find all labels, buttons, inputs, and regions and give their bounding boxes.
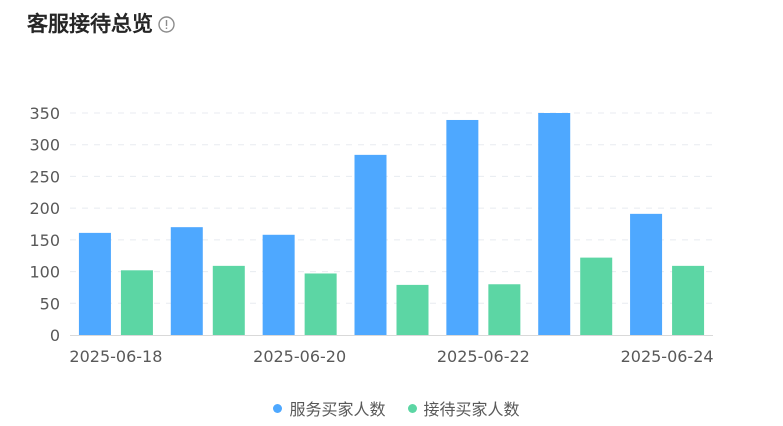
x-tick-label: 2025-06-20 (253, 347, 346, 366)
y-tick-label: 350 (29, 104, 60, 123)
bar-1-2025-06-23 (538, 113, 571, 335)
bar-2-2025-06-20 (304, 273, 337, 335)
bar-1-2025-06-22 (446, 119, 479, 335)
legend-item-series-2[interactable]: 接待买家人数 (407, 396, 520, 420)
legend-dot-series-2 (407, 403, 417, 413)
chart-legend: 服务买家人数 接待买家人数 (0, 396, 783, 420)
y-tick-label: 200 (29, 199, 60, 218)
bar-2-2025-06-19 (212, 265, 245, 335)
legend-label-series-1: 服务买家人数 (289, 400, 386, 419)
bar-1-2025-06-24 (630, 213, 663, 335)
y-tick-label: 250 (29, 167, 60, 186)
legend-dot-series-1 (273, 403, 283, 413)
y-tick-label: 0 (50, 326, 60, 345)
x-tick-label: 2025-06-18 (69, 347, 162, 366)
x-tick-label: 2025-06-22 (437, 347, 530, 366)
y-tick-label: 150 (29, 231, 60, 250)
page-title: 客服接待总览 (27, 12, 153, 36)
info-circle-icon[interactable] (158, 15, 175, 33)
y-tick-label: 50 (40, 294, 60, 313)
bar-2-2025-06-22 (488, 284, 521, 335)
bar-1-2025-06-19 (170, 227, 203, 335)
bar-1-2025-06-21 (354, 154, 387, 335)
y-tick-label: 100 (29, 263, 60, 282)
bar-1-2025-06-18 (78, 232, 111, 335)
legend-label-series-2: 接待买家人数 (423, 400, 520, 419)
bar-2-2025-06-21 (396, 284, 429, 335)
bar-2-2025-06-18 (120, 270, 153, 335)
legend-item-series-1[interactable]: 服务买家人数 (273, 396, 386, 420)
x-tick-label: 2025-06-24 (621, 347, 714, 366)
chart-header: 客服接待总览 (27, 9, 175, 39)
bar-1-2025-06-20 (262, 234, 295, 335)
y-tick-label: 300 (29, 136, 60, 155)
bar-2-2025-06-23 (580, 257, 613, 335)
bar-2-2025-06-24 (672, 265, 705, 335)
